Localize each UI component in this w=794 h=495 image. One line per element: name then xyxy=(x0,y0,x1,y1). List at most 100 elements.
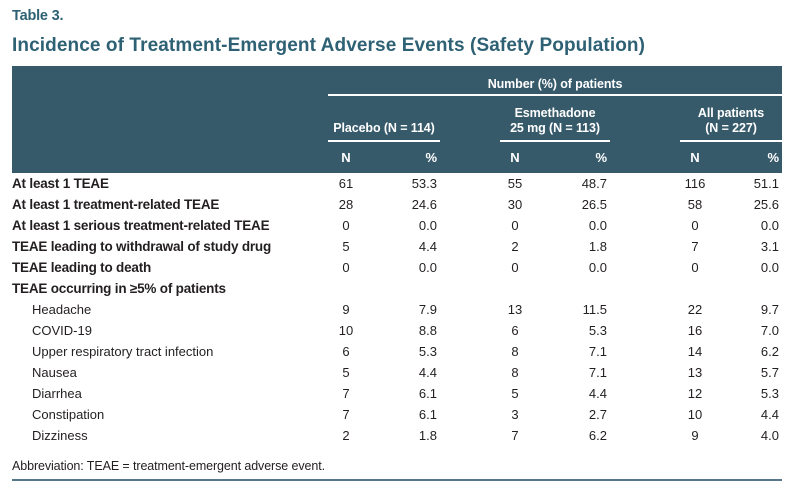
column-gap xyxy=(610,320,680,341)
n-value: 8 xyxy=(511,365,519,380)
pct-value: 3.1 xyxy=(760,239,779,254)
column-gap xyxy=(610,278,680,299)
column-gap xyxy=(440,383,500,404)
table-row: Upper respiratory tract infection 6 5.3 8 7.… xyxy=(12,341,782,362)
pct-value: 7.0 xyxy=(760,323,779,338)
group-underline xyxy=(328,140,440,142)
pct-value: 7.9 xyxy=(418,302,437,317)
spanner-row: Number (%) of patients xyxy=(12,66,782,96)
n-value: 6 xyxy=(342,344,350,359)
group-underline xyxy=(500,140,610,142)
group-header-esmethadone: Esmethadone 25 mg (N = 113) xyxy=(500,96,610,142)
n-value xyxy=(680,278,710,299)
table-header: Number (%) of patients Placebo (N = 114)… xyxy=(12,66,782,173)
column-gap xyxy=(440,341,500,362)
pct-value: 6.2 xyxy=(588,428,607,443)
group-underline xyxy=(680,140,782,142)
n-value: 116 xyxy=(684,176,706,191)
table-row: Nausea 5 4.4 8 7.1 13 5.7 xyxy=(12,362,782,383)
n-value: 16 xyxy=(687,323,703,338)
column-gap xyxy=(610,299,680,320)
table-row: Diarrhea 7 6.1 5 4.4 12 5.3 xyxy=(12,383,782,404)
column-gap xyxy=(440,257,500,278)
subheader-row: N % N % N % xyxy=(12,142,782,173)
spanner-label: Number (%) of patients xyxy=(487,77,623,91)
pct-value: 26.5 xyxy=(581,197,607,212)
n-value: 9 xyxy=(342,302,350,317)
column-gap xyxy=(610,257,680,278)
pct-value: 0.0 xyxy=(588,218,607,233)
group-header-placebo: Placebo (N = 114) xyxy=(328,96,440,142)
n-value: 0 xyxy=(691,218,699,233)
table-row: At least 1 TEAE 61 53.3 55 48.7 116 51.1 xyxy=(12,173,782,194)
group-name-line: (N = 227) xyxy=(705,121,757,135)
spanner-underline xyxy=(328,94,782,96)
n-value: 30 xyxy=(507,197,523,212)
column-gap xyxy=(440,173,500,194)
column-gap xyxy=(440,142,500,173)
column-gap xyxy=(610,362,680,383)
pct-value: 4.4 xyxy=(588,386,607,401)
n-value: 7 xyxy=(342,386,350,401)
column-gap xyxy=(440,215,500,236)
subheader-n: N xyxy=(680,142,710,173)
row-label: Headache xyxy=(32,302,92,317)
column-gap xyxy=(610,383,680,404)
pct-value: 6.2 xyxy=(760,344,779,359)
column-gap xyxy=(610,404,680,425)
column-gap xyxy=(610,142,680,173)
n-value: 0 xyxy=(691,260,699,275)
pct-value: 6.1 xyxy=(418,386,437,401)
column-gap xyxy=(440,425,500,446)
pct-value: 7.1 xyxy=(588,365,607,380)
row-label: TEAE leading to death xyxy=(12,260,152,275)
pct-value: 0.0 xyxy=(418,260,437,275)
page: Table 3. Incidence of Treatment-Emergent… xyxy=(12,8,782,481)
header-corner-cell xyxy=(12,66,328,96)
column-gap xyxy=(440,404,500,425)
n-value: 22 xyxy=(687,302,703,317)
row-label: Upper respiratory tract infection xyxy=(32,344,214,359)
header-corner-cell xyxy=(12,142,328,173)
n-value: 2 xyxy=(342,428,350,443)
subheader-pct: % xyxy=(710,142,782,173)
pct-value: 53.3 xyxy=(411,176,437,191)
n-value xyxy=(328,278,364,299)
pct-value: 4.0 xyxy=(760,428,779,443)
pct-value: 9.7 xyxy=(760,302,779,317)
pct-value: 0.0 xyxy=(760,260,779,275)
n-value: 13 xyxy=(687,365,703,380)
column-gap xyxy=(440,278,500,299)
column-gap xyxy=(610,194,680,215)
group-name-line: Esmethadone xyxy=(514,106,596,120)
n-value: 10 xyxy=(338,323,354,338)
pct-value: 5.3 xyxy=(418,344,437,359)
pct-value: 0.0 xyxy=(418,218,437,233)
n-value: 5 xyxy=(342,365,350,380)
pct-value: 5.3 xyxy=(760,386,779,401)
column-gap xyxy=(610,173,680,194)
n-value: 6 xyxy=(511,323,519,338)
row-label: At least 1 TEAE xyxy=(12,176,109,191)
pct-value: 4.4 xyxy=(418,365,437,380)
group-name-line: All patients xyxy=(697,106,765,120)
table-row: Headache 9 7.9 13 11.5 22 9.7 xyxy=(12,299,782,320)
adverse-events-table: Number (%) of patients Placebo (N = 114)… xyxy=(12,66,782,446)
row-label: COVID-19 xyxy=(32,323,92,338)
column-gap xyxy=(440,236,500,257)
n-value: 61 xyxy=(338,176,354,191)
row-label: TEAE leading to withdrawal of study drug xyxy=(12,239,272,254)
subheader-n: N xyxy=(500,142,530,173)
pct-value: 5.3 xyxy=(588,323,607,338)
column-gap xyxy=(440,299,500,320)
bottom-rule xyxy=(12,479,782,481)
pct-value xyxy=(364,278,440,299)
pct-value: 48.7 xyxy=(581,176,607,191)
pct-value: 0.0 xyxy=(760,218,779,233)
n-value: 7 xyxy=(691,239,699,254)
pct-value xyxy=(530,278,610,299)
column-gap xyxy=(610,96,680,142)
n-value: 9 xyxy=(691,428,699,443)
subheader-pct: % xyxy=(530,142,610,173)
n-value: 5 xyxy=(511,386,519,401)
